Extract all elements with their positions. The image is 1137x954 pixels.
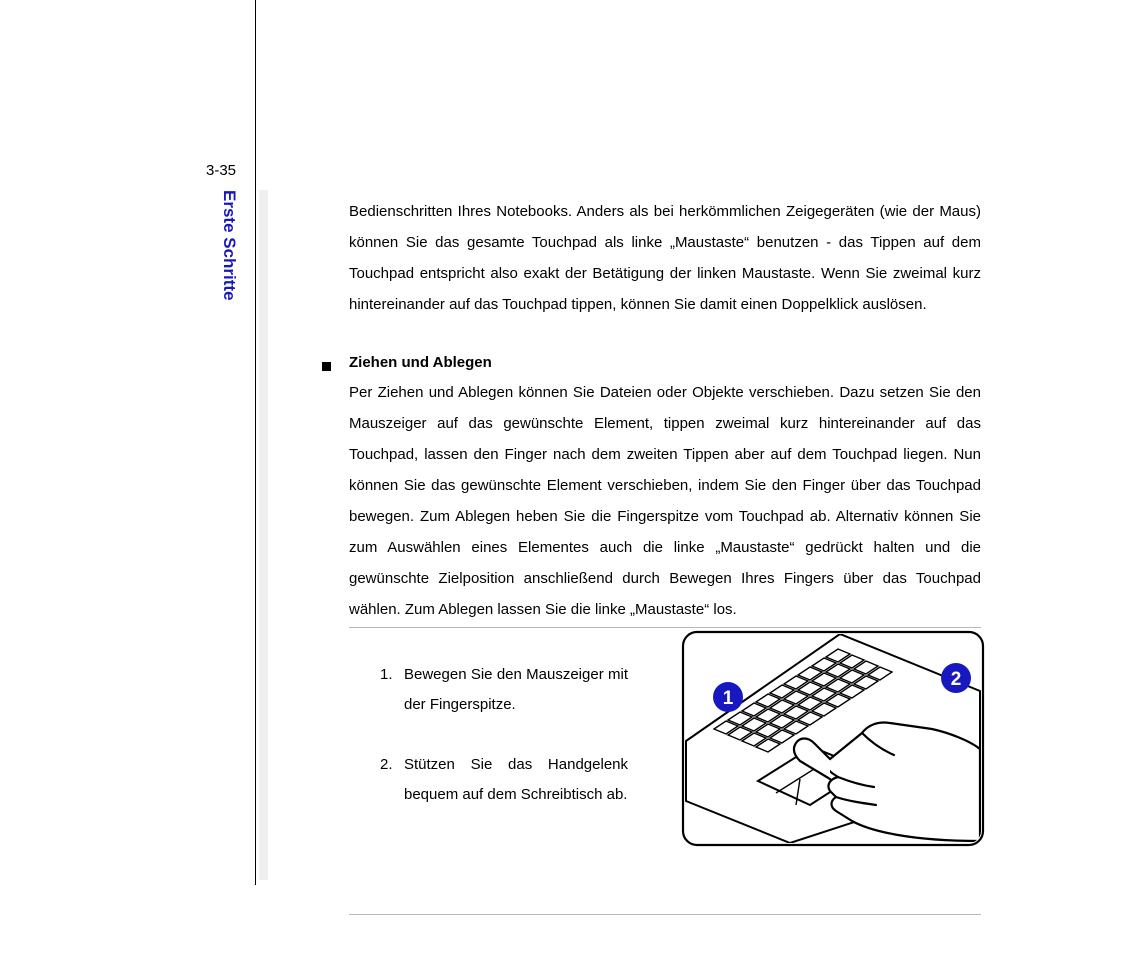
step-number: 2. — [380, 750, 404, 810]
lower-panel: 1. Bewegen Sie den Mauszeiger mit der Fi… — [349, 628, 981, 914]
badge-2-label: 2 — [951, 669, 962, 690]
callout-badge-1: 1 — [713, 682, 743, 712]
step-text: Stützen Sie das Handgelenk bequem auf de… — [404, 750, 628, 810]
step-item: 1. Bewegen Sie den Mauszeiger mit der Fi… — [380, 660, 628, 720]
side-strip — [259, 190, 268, 880]
page-number: 3-35 — [206, 162, 236, 179]
intro-paragraph: Bedienschritten Ihres Notebooks. Anders … — [349, 196, 981, 320]
bullet-body: Per Ziehen und Ablegen können Sie Dateie… — [349, 377, 981, 625]
horizontal-rule-bottom — [349, 914, 981, 915]
step-text: Bewegen Sie den Mauszeiger mit der Finge… — [404, 660, 628, 720]
body-column: Bedienschritten Ihres Notebooks. Anders … — [349, 196, 981, 625]
ordered-steps: 1. Bewegen Sie den Mauszeiger mit der Fi… — [380, 660, 628, 840]
touchpad-illustration: 1 2 — [680, 629, 986, 848]
bullet-square-icon — [322, 362, 331, 371]
step-number: 1. — [380, 660, 404, 720]
bullet-block: Ziehen und Ablegen Per Ziehen und Ablege… — [349, 354, 981, 625]
bullet-title: Ziehen und Ablegen — [349, 354, 492, 371]
badge-1-label: 1 — [723, 688, 734, 709]
step-item: 2. Stützen Sie das Handgelenk bequem auf… — [380, 750, 628, 810]
section-side-label: Erste Schritte — [222, 190, 239, 301]
left-vertical-rule — [255, 0, 256, 885]
callout-badge-2: 2 — [941, 663, 971, 693]
document-page: 3-35 Erste Schritte Bedienschritten Ihre… — [0, 0, 1137, 954]
